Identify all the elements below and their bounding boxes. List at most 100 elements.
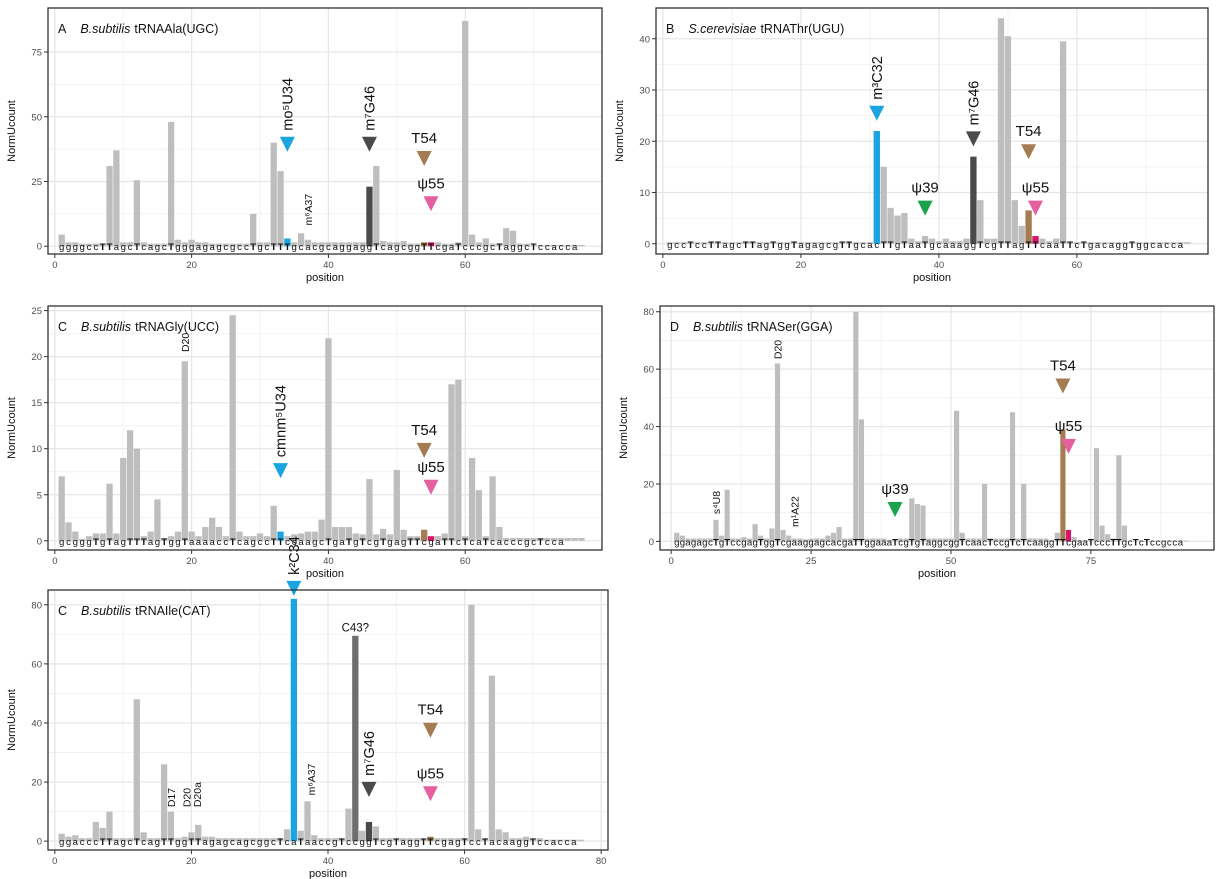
- bar: [1054, 532, 1060, 542]
- sequence-letter: T: [161, 837, 167, 848]
- bar: [290, 598, 297, 842]
- sequence-letter: T: [168, 837, 174, 848]
- bar: [126, 242, 134, 247]
- sequence-letter: a: [387, 242, 393, 253]
- plot-background: [656, 8, 1208, 254]
- sequence-letter: g: [784, 240, 789, 251]
- sequence-letter: c: [326, 837, 331, 848]
- bar: [696, 538, 702, 542]
- bar: [106, 165, 113, 247]
- sequence-letter: a: [305, 837, 311, 848]
- annotation-marker: [423, 196, 439, 212]
- bar: [400, 241, 407, 247]
- bar: [742, 242, 749, 244]
- sequence-letter: g: [691, 537, 696, 548]
- sequence-letter: a: [926, 537, 932, 548]
- sequence-letter: a: [881, 537, 887, 548]
- bar: [990, 238, 998, 244]
- sequence-letter: c: [537, 837, 542, 848]
- bar: [1018, 225, 1025, 244]
- sequence-letter: g: [66, 837, 71, 848]
- y-tick-label: 20: [639, 137, 650, 148]
- bar: [366, 186, 373, 247]
- sequence-letter: c: [1139, 537, 1144, 548]
- sequence-letter: g: [175, 837, 180, 848]
- bar: [1144, 540, 1150, 542]
- panel-title: C B.subtilis tRNAIle(CAT): [58, 604, 211, 618]
- sequence-letter: c: [463, 242, 468, 253]
- bar: [297, 533, 305, 541]
- bar: [680, 242, 687, 244]
- bar: [977, 200, 984, 244]
- bar: [92, 821, 99, 842]
- sequence-letter: c: [1164, 240, 1169, 251]
- sequence-letter: T: [414, 537, 420, 548]
- sequence-letter: T: [230, 537, 236, 548]
- sequence-letter: g: [778, 240, 783, 251]
- bar: [222, 536, 229, 541]
- sequence-letter: a: [202, 837, 208, 848]
- bar: [229, 315, 236, 541]
- sequence-letter: a: [209, 242, 215, 253]
- y-tick-label: 80: [643, 307, 654, 318]
- bar: [1138, 540, 1144, 542]
- sequence-letter: a: [1032, 537, 1038, 548]
- annotation-label: C43?: [342, 622, 370, 634]
- sequence-letter: c: [1128, 537, 1133, 548]
- sequence-letter: c: [128, 837, 133, 848]
- sequence-letter: T: [278, 242, 284, 253]
- sequence-letter: a: [114, 837, 120, 848]
- bar: [386, 242, 394, 247]
- bar: [195, 242, 202, 247]
- sequence-letter: T: [277, 837, 283, 848]
- sequence-letter: T: [483, 537, 489, 548]
- sequence-letter: c: [1066, 537, 1071, 548]
- sequence-letter: c: [237, 242, 242, 253]
- sequence-letter: a: [976, 537, 982, 548]
- y-tick-label: 0: [37, 242, 42, 253]
- sequence-letter: g: [387, 837, 392, 848]
- sequence-letter: a: [1178, 240, 1184, 251]
- sequence-letter: a: [244, 537, 250, 548]
- sequence-letter: T: [107, 537, 113, 548]
- sequence-letter: a: [73, 837, 79, 848]
- bar: [147, 531, 154, 541]
- bar: [209, 517, 216, 541]
- panel-title: D B.subtilis tRNASer(GGA): [670, 320, 833, 334]
- y-tick-label: 25: [31, 306, 42, 317]
- bar: [270, 838, 277, 842]
- bar: [1039, 238, 1046, 244]
- annotation-label: ψ55: [417, 765, 444, 782]
- bar: [482, 238, 489, 247]
- y-tick-label: 0: [37, 837, 42, 848]
- bar: [1025, 210, 1032, 244]
- sequence-letter: c: [490, 537, 495, 548]
- bar: [413, 838, 420, 842]
- bar: [325, 242, 332, 247]
- sequence-letter: c: [558, 837, 563, 848]
- sequence-letter: g: [808, 537, 813, 548]
- bar: [920, 505, 926, 542]
- bar: [256, 242, 264, 247]
- bar: [702, 538, 708, 542]
- sequence-letter: g: [414, 837, 419, 848]
- bar: [578, 538, 585, 541]
- sequence-letter: c: [544, 837, 549, 848]
- bar: [1094, 242, 1101, 244]
- bar: [942, 538, 948, 542]
- bar: [998, 538, 1004, 542]
- bar: [489, 476, 496, 541]
- sequence-letter: g: [1123, 240, 1128, 251]
- bar: [1170, 242, 1177, 244]
- bar: [92, 533, 100, 541]
- sequence-letter: g: [73, 537, 78, 548]
- bar: [174, 531, 182, 541]
- bar: [749, 242, 756, 244]
- sequence-letter: T: [360, 537, 366, 548]
- sequence-letter: g: [971, 240, 976, 251]
- bar: [756, 242, 763, 244]
- bar: [359, 534, 366, 541]
- panel-letter: D: [670, 320, 679, 334]
- sequence-letter: a: [848, 537, 854, 548]
- sequence-letter: a: [394, 537, 400, 548]
